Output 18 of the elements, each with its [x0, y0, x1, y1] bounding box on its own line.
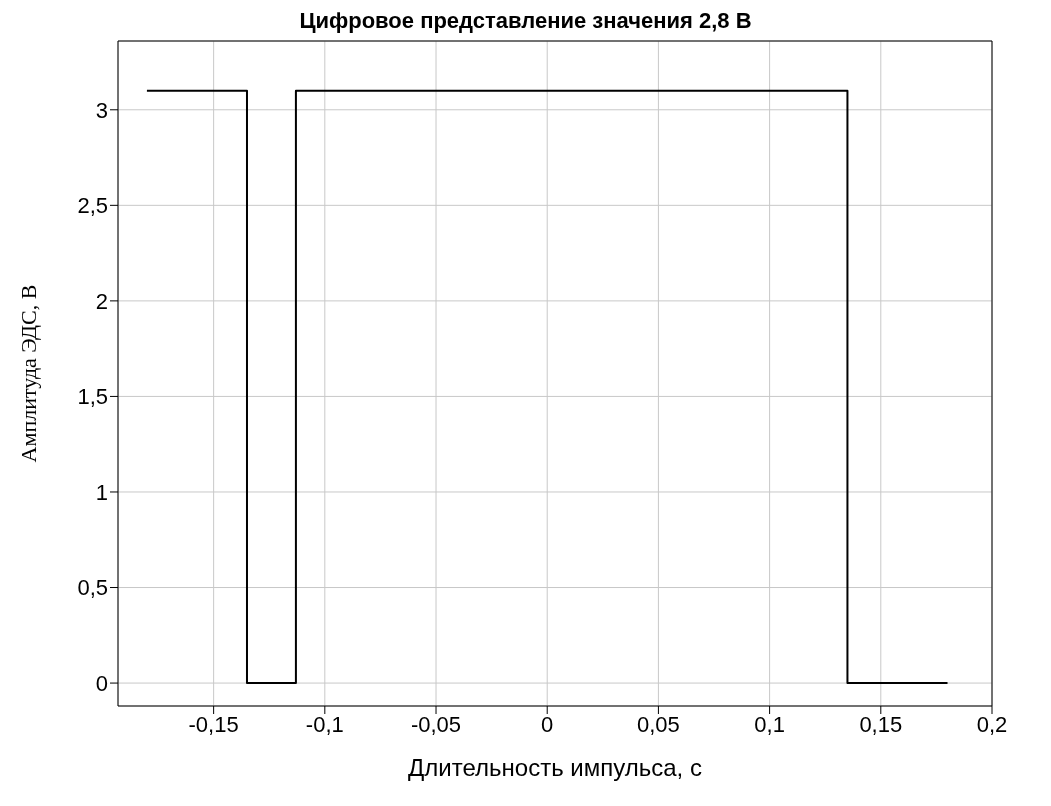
y-tick-label: 1,5 — [77, 384, 108, 410]
chart-title: Цифровое представление значения 2,8 В — [298, 8, 753, 35]
x-tick-label: 0,2 — [976, 711, 1008, 737]
y-tick-label: 2 — [95, 288, 108, 314]
x-tick-label: 0,15 — [859, 711, 903, 737]
x-tick-label: -0,05 — [410, 711, 462, 737]
y-tick-label: 0 — [95, 670, 108, 696]
x-tick-label: 0 — [541, 711, 554, 737]
y-axis-title: Амплитуда ЭДС, В — [15, 284, 41, 463]
y-tick-label: 0,5 — [77, 575, 108, 601]
y-tick-label: 2,5 — [77, 193, 108, 219]
x-tick-label: 0,1 — [754, 711, 785, 737]
y-tick-label: 1 — [95, 479, 108, 505]
x-tick-label: -0,1 — [305, 711, 344, 737]
x-axis-title: Длительность импульса, с — [408, 754, 702, 781]
x-tick-label: -0,15 — [188, 711, 239, 737]
x-tick-label: 0,05 — [637, 711, 680, 737]
y-tick-label: 3 — [95, 97, 108, 123]
